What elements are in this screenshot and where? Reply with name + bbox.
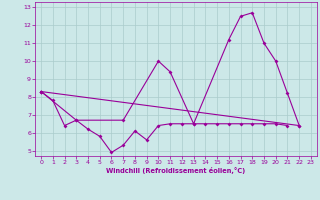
X-axis label: Windchill (Refroidissement éolien,°C): Windchill (Refroidissement éolien,°C) xyxy=(106,167,246,174)
